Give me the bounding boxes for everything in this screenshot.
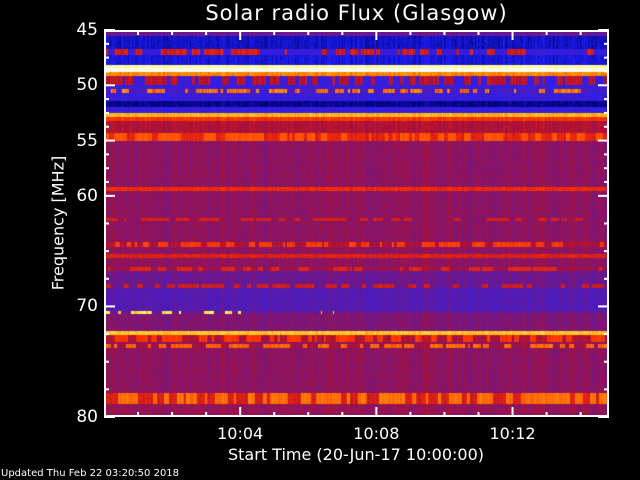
plot-area [104, 29, 609, 418]
plot-border [104, 30, 609, 417]
x-tick-label: 10:08 [353, 424, 400, 443]
y-axis-label: Frequency [MHz] [48, 155, 68, 291]
chart-title: Solar radio Flux (Glasgow) [205, 1, 508, 25]
y-tick-label: 50 [76, 75, 98, 96]
spectrogram-heatmap [104, 30, 609, 417]
y-tick-label: 55 [76, 130, 98, 151]
y-tick-label: 60 [76, 185, 98, 206]
x-tick-label: 10:04 [217, 424, 264, 443]
axes-frame [104, 29, 609, 418]
x-axis-label: Start Time (20-Jun-17 10:00:00) [228, 445, 484, 464]
updated-timestamp: Updated Thu Feb 22 03:20:50 2018 [1, 468, 180, 479]
y-tick-label: 45 [76, 20, 98, 40]
y-tick-label: 70 [76, 296, 98, 317]
y-tick-label: 80 [76, 407, 98, 427]
x-tick-label: 10:12 [489, 424, 536, 443]
